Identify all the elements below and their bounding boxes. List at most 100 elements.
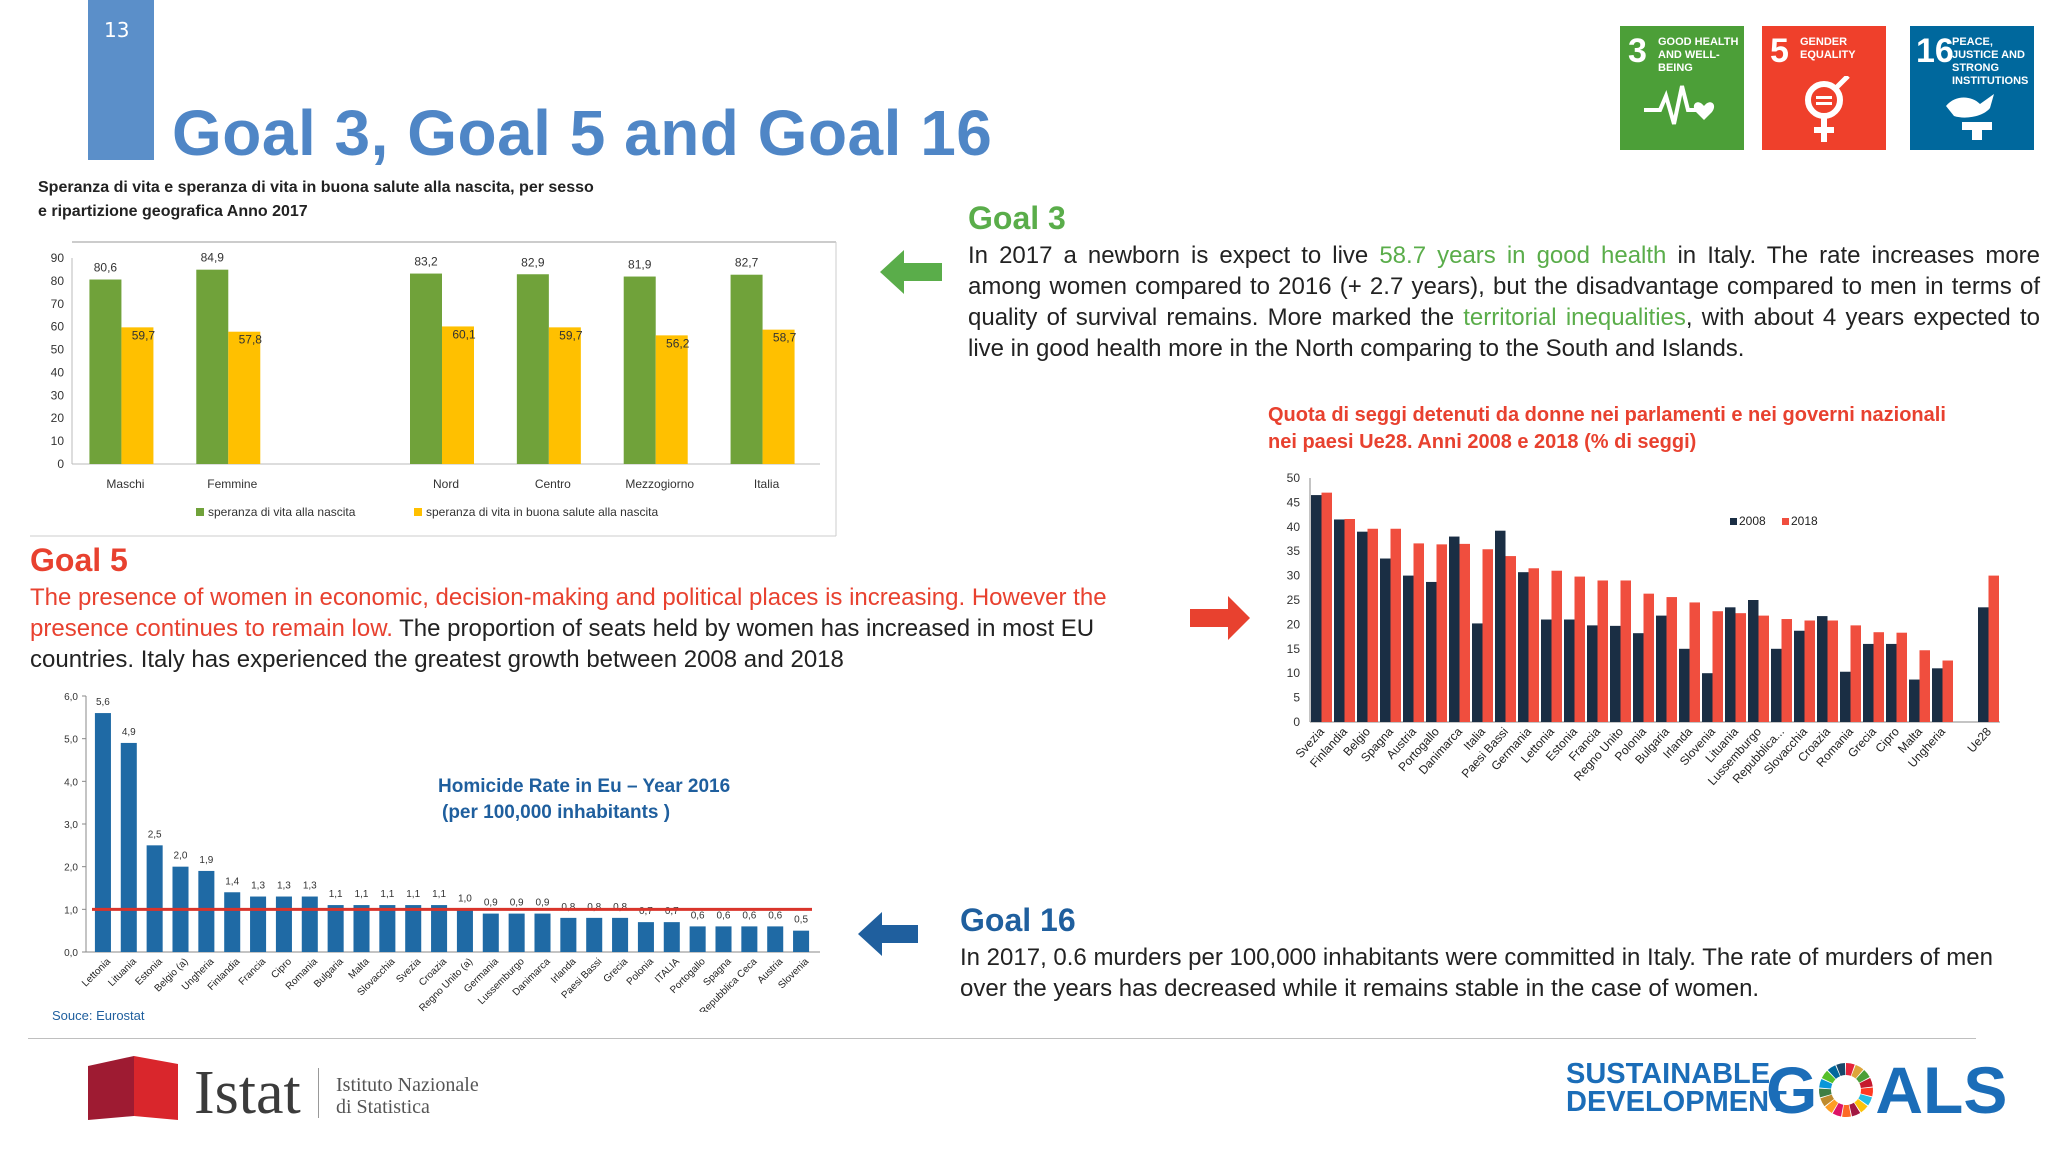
goal5-heading: Goal 5: [30, 542, 128, 578]
y-tick-label: 50: [1287, 471, 1301, 485]
bar-2018: [1643, 593, 1654, 722]
bar-value-label: 2,5: [148, 829, 162, 840]
bar-2018: [1988, 575, 1999, 722]
bar-value-label: 1,3: [303, 881, 317, 892]
sdg-wheel-segment: [1825, 1099, 1839, 1113]
bar-homicide-rate: [560, 917, 577, 952]
y-tick-label: 25: [1287, 593, 1301, 607]
bar-value-label: 82,9: [521, 255, 545, 269]
bar-homicide-rate: [715, 926, 732, 952]
bar-2018: [1919, 650, 1930, 722]
y-tick-label: 20: [51, 411, 65, 425]
y-tick-label: 5,0: [64, 735, 78, 746]
bar-2018: [1413, 543, 1424, 722]
bar-value-label: 0,5: [794, 915, 808, 926]
bar-homicide-rate: [612, 917, 629, 952]
women-seats-chart: 05101520253035404550SveziaFinlandiaBelgi…: [1287, 471, 2000, 788]
bar-2018: [1528, 568, 1539, 722]
bar-2008: [1932, 668, 1943, 722]
bar-2018: [1436, 544, 1447, 722]
goal5-text-red: The presence of women in economic, decis…: [30, 584, 1107, 642]
bar-value-label: 1,1: [355, 889, 369, 900]
bar-2018: [1873, 632, 1884, 722]
x-tick-label: Centro: [535, 477, 571, 491]
bar-2008: [1610, 625, 1621, 722]
y-tick-label: 3,0: [64, 820, 78, 831]
bar-2008: [1886, 643, 1897, 722]
bar-homicide-rate: [689, 926, 706, 952]
sdg-wheel-segment: [1858, 1094, 1873, 1106]
homicide-chart-title: Homicide Rate in Eu – Year 2016 (per 100…: [438, 774, 730, 826]
y-tick-label: 60: [51, 320, 65, 334]
chart-title-line2: e ripartizione geografica Anno 2017: [38, 203, 308, 220]
y-tick-label: 80: [51, 274, 65, 288]
bar-homicide-rate: [353, 905, 370, 952]
goal3-highlight-1: 58.7 years in good health: [1379, 242, 1667, 269]
bar-healthy-life-expectancy: [121, 327, 154, 464]
goal5-paragraph: The presence of women in economic, decis…: [30, 582, 1170, 675]
sdg-number: 16: [1916, 32, 1954, 70]
goal5-text-black: The proportion of seats held by women ha…: [30, 615, 1095, 673]
bar-value-label: 57,8: [239, 333, 263, 347]
x-tick-label: Ue28: [1964, 724, 1994, 755]
legend-swatch: [196, 508, 204, 516]
goal3-text-3: , with about 4 years expected to live in…: [968, 304, 2040, 362]
homicide-rate-chart: 0,01,02,03,04,05,06,0 5,6Lettonia4,9Litua…: [64, 692, 820, 1012]
bar-value-label: 1,1: [329, 889, 343, 900]
bar-2018: [1620, 580, 1631, 722]
bar-2018: [1804, 620, 1815, 722]
sdg-number: 3: [1628, 32, 1647, 70]
bar-value-label: 1,3: [251, 881, 265, 892]
bar-healthy-life-expectancy: [655, 335, 688, 464]
bar-homicide-rate: [663, 922, 680, 952]
bar-value-label: 1,3: [277, 881, 291, 892]
y-tick-label: 1,0: [64, 905, 78, 916]
bar-life-expectancy: [516, 274, 549, 464]
sdg-label: PEACE, JUSTICE AND STRONG INSTITUTIONS: [1952, 36, 2029, 87]
sdg-goal-16-badge: 16 PEACE, JUSTICE AND STRONG INSTITUTION…: [1910, 26, 2034, 150]
sdg-wheel-segment: [1822, 1070, 1836, 1084]
goal3-highlight-2: territorial inequalities: [1463, 304, 1686, 331]
y-tick-label: 0: [57, 457, 64, 471]
bar-value-label: 0,8: [613, 902, 627, 913]
y-tick-label: 30: [1287, 569, 1301, 583]
y-tick-label: 15: [1287, 642, 1301, 656]
x-tick-label: Italia: [754, 477, 780, 491]
bar-homicide-rate: [198, 870, 215, 952]
bar-homicide-rate: [327, 905, 344, 952]
sdg-wheel-segment: [1836, 1063, 1846, 1077]
bar-homicide-rate: [793, 930, 810, 952]
bar-2018: [1896, 632, 1907, 722]
y-tick-label: 70: [51, 297, 65, 311]
bar-2008: [1656, 615, 1667, 722]
bar-value-label: 1,4: [225, 876, 239, 887]
sdg-goal-5-badge: 5 GENDER EQUALITY: [1762, 26, 1886, 150]
left-arrow-blue-icon: [858, 912, 918, 956]
bar-homicide-rate: [146, 845, 163, 952]
bar-value-label: 5,6: [96, 697, 110, 708]
bar-2018: [1321, 492, 1332, 722]
bar-value-label: 4,9: [122, 727, 136, 738]
bar-2008: [1311, 495, 1322, 722]
y-tick-label: 90: [51, 251, 65, 265]
bar-value-label: 0,9: [510, 898, 524, 909]
bar-2018: [1758, 615, 1769, 722]
bar-homicide-rate: [586, 917, 603, 952]
footer-divider: [28, 1038, 1976, 1039]
bar-2008: [1840, 671, 1851, 722]
heartbeat-icon: [1644, 85, 1715, 125]
bar-2018: [1781, 619, 1792, 722]
bar-value-label: 1,9: [199, 855, 213, 866]
sdg-wheel-segment: [1859, 1077, 1874, 1089]
bar-2008: [1449, 536, 1460, 722]
bar-value-label: 59,7: [559, 328, 583, 342]
goal16-heading: Goal 16: [960, 902, 1076, 938]
bar-value-label: 83,2: [414, 255, 438, 269]
bar-2008: [1679, 648, 1690, 722]
sdg-color-wheel-icon: [1819, 1063, 1874, 1118]
bar-2008: [1978, 607, 1989, 722]
bar-value-label: 82,7: [735, 256, 759, 270]
bar-value-label: 84,9: [201, 251, 225, 265]
bar-2018: [1551, 570, 1562, 722]
y-tick-label: 40: [51, 365, 65, 379]
